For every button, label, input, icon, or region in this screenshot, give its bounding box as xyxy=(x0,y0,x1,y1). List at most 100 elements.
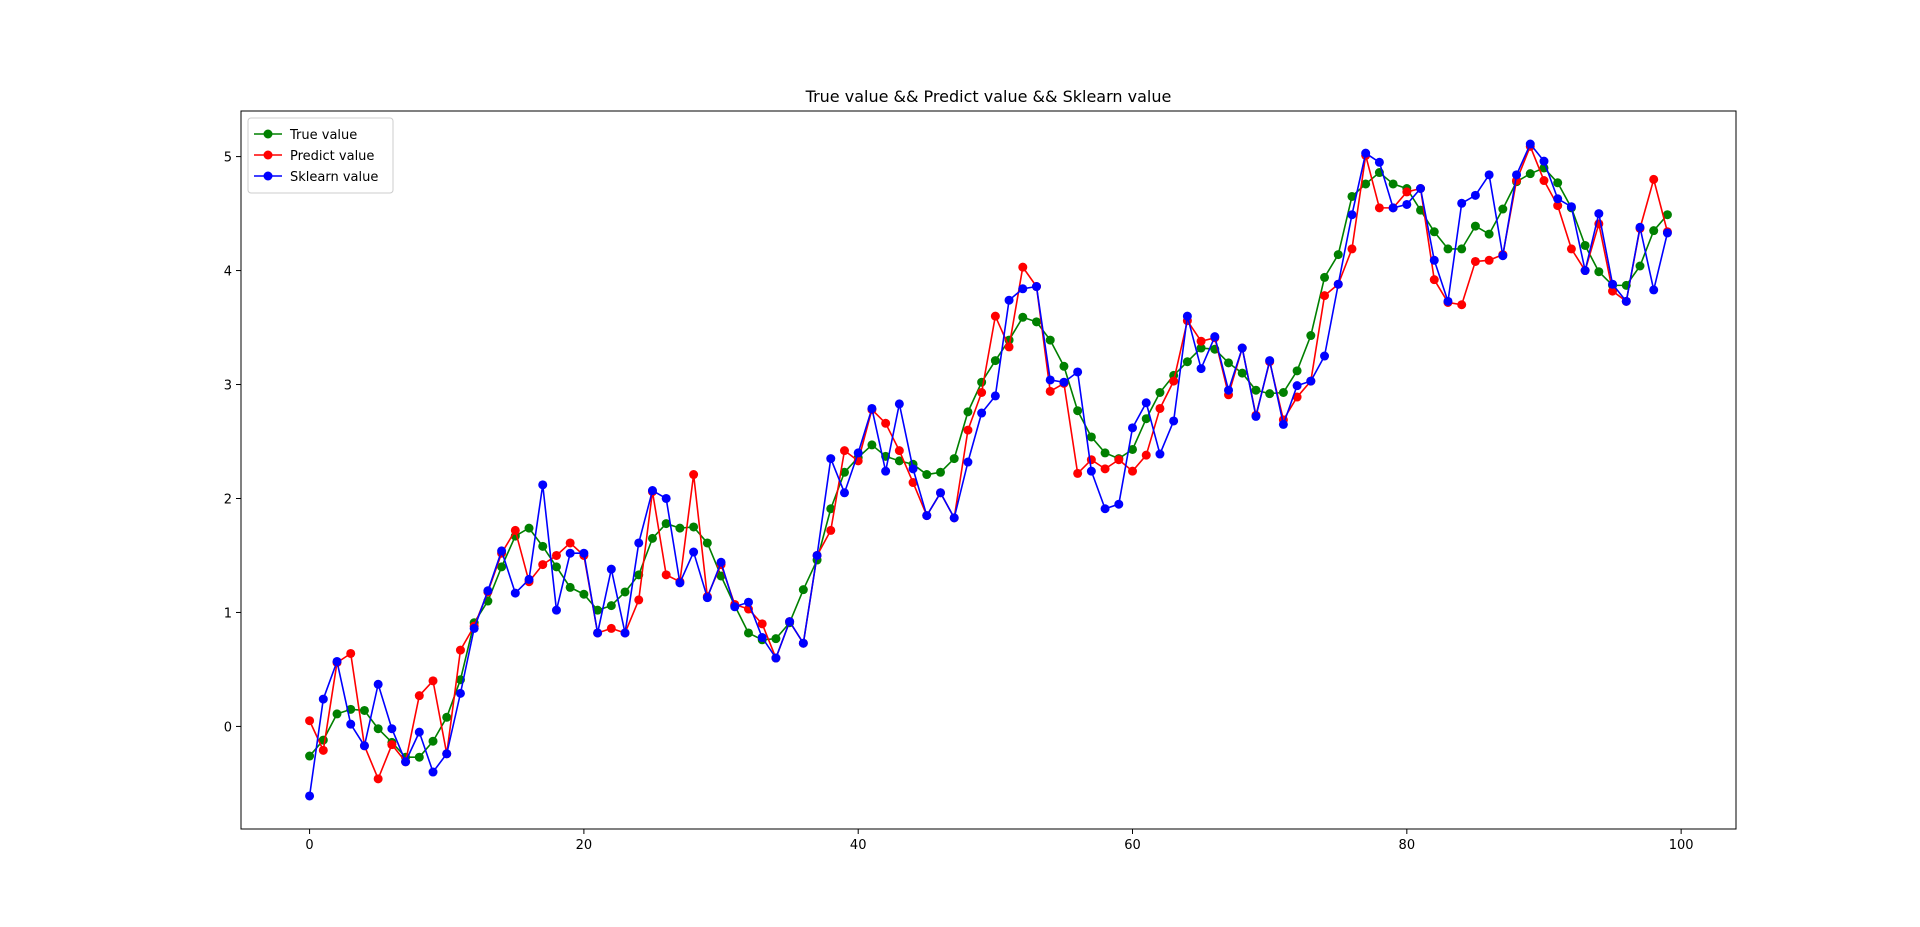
sklearn-value-point xyxy=(1114,499,1124,509)
true-value-point xyxy=(922,470,932,480)
predict-value-point xyxy=(881,418,891,428)
sklearn-value-point xyxy=(1361,148,1371,158)
sklearn-value-point xyxy=(798,638,808,648)
y-tick-label: 1 xyxy=(224,606,232,621)
true-value-point xyxy=(359,705,369,715)
true-value-point xyxy=(1470,221,1480,231)
true-value-point xyxy=(1388,179,1398,189)
sklearn-value-point xyxy=(702,593,712,603)
sklearn-value-point xyxy=(812,550,822,560)
sklearn-value-point xyxy=(1320,351,1330,361)
true-value-point xyxy=(1141,414,1151,424)
legend-label-sklearn-value: Sklearn value xyxy=(290,170,378,185)
true-value-point xyxy=(716,571,726,581)
true-value-point xyxy=(1100,448,1110,458)
sklearn-value-point xyxy=(716,557,726,567)
predict-value-point xyxy=(414,691,424,701)
true-value-point xyxy=(1594,267,1604,277)
true-value-point xyxy=(1429,227,1439,237)
true-value-point xyxy=(1649,226,1659,236)
true-value-point xyxy=(428,736,438,746)
sklearn-value-point xyxy=(483,586,493,596)
predict-value-point xyxy=(1196,336,1206,346)
sklearn-value-line xyxy=(308,143,1669,797)
sklearn-value-point xyxy=(1580,266,1590,276)
sklearn-value-point xyxy=(1539,156,1549,166)
true-value-point xyxy=(1278,388,1288,397)
predict-value-point xyxy=(318,745,328,755)
sklearn-value-point xyxy=(1553,194,1563,204)
true-value-point xyxy=(1224,358,1234,368)
sklearn-value-point xyxy=(346,719,356,729)
predict-value-point xyxy=(1018,262,1028,272)
sklearn-value-point xyxy=(1306,376,1316,386)
sklearn-value-point xyxy=(332,656,342,666)
x-tick-label: 80 xyxy=(1399,838,1416,853)
predict-value-point xyxy=(551,550,561,560)
true-value-point xyxy=(1457,244,1467,254)
sklearn-value-point xyxy=(936,488,945,498)
sklearn-value-point xyxy=(1169,416,1179,426)
true-value-point xyxy=(894,456,904,466)
legend-marker-sklearn-value xyxy=(263,171,273,181)
sklearn-value-point xyxy=(387,724,397,734)
series-sklearn-value xyxy=(305,139,1672,801)
true-value-point xyxy=(565,582,575,592)
sklearn-value-point xyxy=(1457,198,1467,208)
true-value-point xyxy=(1073,406,1083,416)
true-value-point xyxy=(1662,210,1672,220)
sklearn-value-point xyxy=(1594,209,1604,219)
true-value-point xyxy=(1086,432,1096,442)
sklearn-value-point xyxy=(1402,199,1412,209)
sklearn-value-point xyxy=(1470,190,1480,200)
predict-value-point xyxy=(963,425,973,435)
true-value-point xyxy=(551,562,561,572)
sklearn-value-point xyxy=(1388,203,1398,213)
true-value-point xyxy=(1237,368,1247,378)
predict-value-point xyxy=(1457,300,1467,310)
true-value-point xyxy=(620,587,630,597)
sklearn-value-point xyxy=(1484,170,1494,180)
series-predict-value xyxy=(305,141,1672,784)
legend-label-predict-value: Predict value xyxy=(290,149,374,164)
legend-marker-predict-value xyxy=(263,150,273,160)
sklearn-value-point xyxy=(1237,343,1247,353)
true-value-point xyxy=(867,440,877,450)
true-value-point xyxy=(798,585,808,595)
true-value-point xyxy=(1018,312,1028,322)
sklearn-value-point xyxy=(305,791,315,801)
sklearn-value-point xyxy=(1649,285,1659,295)
sklearn-value-point xyxy=(1621,296,1631,306)
sklearn-value-point xyxy=(1278,419,1288,429)
true-value-point xyxy=(689,522,699,532)
sklearn-value-point xyxy=(730,602,740,612)
plot-frame xyxy=(240,110,1737,830)
true-value-point xyxy=(579,589,589,599)
y-tick-label: 4 xyxy=(224,265,232,280)
true-value-point xyxy=(1045,335,1055,345)
predict-value-point xyxy=(839,446,849,456)
predict-value-point xyxy=(305,716,315,726)
predict-value-point xyxy=(1086,455,1096,465)
sklearn-value-point xyxy=(1635,222,1645,232)
true-value-point xyxy=(1032,317,1041,327)
true-value-point xyxy=(1498,204,1508,214)
predict-value-point xyxy=(1073,468,1083,478)
true-value-point xyxy=(936,467,945,477)
true-value-point xyxy=(702,538,712,548)
predict-value-point xyxy=(1292,392,1302,402)
sklearn-value-point xyxy=(963,457,973,467)
sklearn-value-point xyxy=(455,688,465,698)
sklearn-value-point xyxy=(1141,398,1151,408)
sklearn-value-point xyxy=(593,628,603,638)
predict-value-point xyxy=(1649,174,1659,184)
sklearn-value-point xyxy=(1018,284,1028,294)
true-value-point xyxy=(373,724,383,734)
series-true-value xyxy=(305,163,1672,762)
sklearn-value-point xyxy=(826,454,836,464)
true-value-point xyxy=(1525,169,1535,179)
predict-value-point xyxy=(455,645,465,655)
sklearn-value-point xyxy=(1347,210,1357,220)
sklearn-value-point xyxy=(990,391,1000,401)
